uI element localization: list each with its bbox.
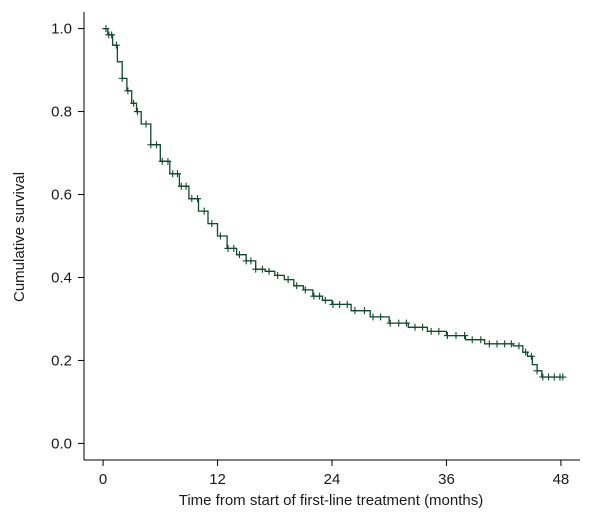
censor-mark	[216, 232, 224, 240]
censor-mark	[265, 267, 273, 275]
axis-ticks: 0 12 24 36 48 0.0 0.2 0.4 0.6 0.8 1.0	[51, 21, 569, 488]
censor-mark	[208, 220, 216, 228]
censor-mark	[351, 307, 359, 315]
censor-mark	[377, 313, 385, 321]
censor-mark	[182, 182, 190, 190]
censor-mark	[130, 99, 138, 107]
censor-mark	[316, 292, 324, 300]
y-tick-label: 0.6	[51, 187, 72, 204]
y-tick-label: 1.0	[51, 21, 72, 38]
y-tick-label: 0.4	[51, 269, 72, 286]
censor-mark	[200, 207, 208, 215]
censor-mark	[235, 251, 243, 259]
censor-mark	[477, 336, 485, 344]
censor-mark	[386, 319, 394, 327]
censor-mark	[559, 373, 567, 381]
censor-mark	[507, 340, 515, 348]
censor-mark	[133, 108, 141, 116]
censor-mark	[411, 323, 419, 331]
censor-mark	[112, 41, 120, 49]
censor-mark	[522, 348, 530, 356]
x-axis-title: Time from start of first-line treatment …	[179, 492, 484, 509]
censor-mark	[293, 282, 301, 290]
censor-mark	[164, 157, 172, 165]
censor-mark	[369, 313, 377, 321]
censor-mark	[258, 265, 266, 273]
y-tick-label: 0.8	[51, 104, 72, 121]
censor-marks	[102, 25, 567, 381]
censor-mark	[527, 352, 535, 360]
censor-mark	[252, 265, 260, 273]
censor-mark	[501, 340, 509, 348]
censor-mark	[284, 276, 292, 284]
censor-mark	[402, 319, 410, 327]
censor-mark	[118, 74, 126, 82]
censor-mark	[321, 296, 329, 304]
censor-mark	[102, 25, 110, 33]
censor-mark	[452, 332, 460, 340]
censor-mark	[194, 195, 202, 203]
censor-mark	[336, 300, 344, 308]
censor-mark	[493, 340, 501, 348]
censor-mark	[485, 340, 493, 348]
x-tick-label: 12	[209, 471, 226, 488]
censor-mark	[142, 120, 150, 128]
y-axis-title: Cumulative survival	[11, 172, 28, 302]
survival-curve	[103, 27, 561, 378]
censor-mark	[230, 244, 238, 252]
censor-mark	[173, 170, 181, 178]
censor-mark	[427, 327, 435, 335]
censor-mark	[435, 327, 443, 335]
censor-mark	[419, 323, 427, 331]
censor-mark	[329, 300, 337, 308]
censor-mark	[533, 367, 541, 375]
censor-mark	[443, 332, 451, 340]
censor-mark	[468, 336, 476, 344]
x-tick-label: 0	[99, 471, 107, 488]
y-tick-label: 0.0	[51, 435, 72, 452]
censor-mark	[108, 31, 116, 39]
censor-mark	[247, 257, 255, 265]
censor-mark	[343, 300, 351, 308]
censor-mark	[152, 141, 160, 149]
censor-mark	[124, 87, 132, 95]
censor-mark	[515, 342, 523, 350]
censor-mark	[274, 271, 282, 279]
censor-mark	[461, 332, 469, 340]
x-tick-label: 24	[324, 471, 341, 488]
censor-mark	[301, 286, 309, 294]
censor-mark	[360, 307, 368, 315]
x-tick-label: 48	[553, 471, 570, 488]
censor-mark	[395, 319, 403, 327]
x-tick-label: 36	[438, 471, 455, 488]
y-tick-label: 0.2	[51, 352, 72, 369]
